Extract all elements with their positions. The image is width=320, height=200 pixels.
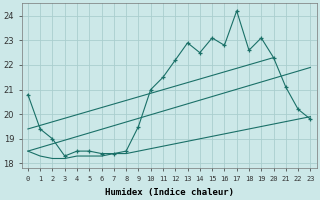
X-axis label: Humidex (Indice chaleur): Humidex (Indice chaleur): [105, 188, 234, 197]
